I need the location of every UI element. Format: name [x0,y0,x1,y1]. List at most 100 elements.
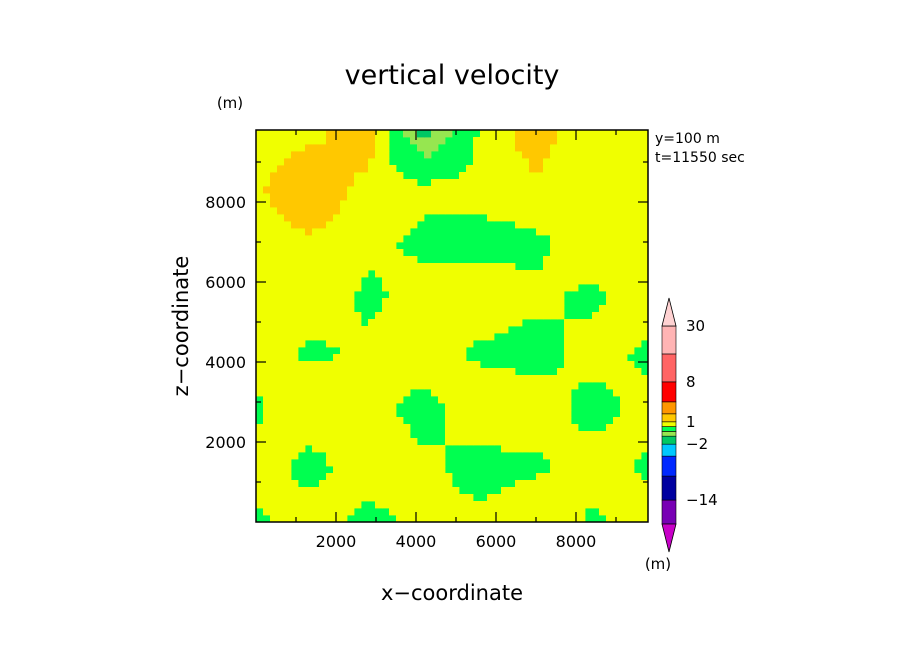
contour-cell [396,228,404,236]
contour-cell [634,403,642,411]
contour-cell [305,263,313,271]
contour-cell [389,396,397,404]
contour-cell [620,277,628,285]
contour-cell [340,347,348,355]
contour-cell [459,326,467,334]
contour-cell [256,256,264,264]
contour-cell [403,452,411,460]
contour-cell [291,235,299,243]
contour-cell [620,312,628,320]
contour-cell [613,417,621,425]
contour-cell [375,375,383,383]
contour-cell [620,193,628,201]
contour-cell [333,410,341,418]
contour-cell [543,291,551,299]
contour-cell [347,347,355,355]
contour-cell [515,221,523,229]
contour-cell [592,256,600,264]
contour-cell [522,158,530,166]
contour-cell [627,130,635,138]
contour-cell [473,193,481,201]
contour-cell [312,494,320,502]
contour-cell [340,340,348,348]
contour-cell [277,403,285,411]
contour-cell [543,515,551,523]
contour-cell [508,277,516,285]
contour-cell [592,368,600,376]
contour-cell [627,382,635,390]
contour-cell [585,480,593,488]
contour-cell [424,312,432,320]
contour-cell [620,130,628,138]
contour-cell [438,361,446,369]
contour-cell [284,396,292,404]
contour-cell [557,515,565,523]
contour-cell [522,410,530,418]
contour-cell [564,431,572,439]
contour-cell [361,228,369,236]
contour-cell [256,179,264,187]
contour-cell [410,305,418,313]
contour-cell [256,270,264,278]
contour-cell [284,361,292,369]
contour-cell [312,130,320,138]
contour-cell [333,452,341,460]
contour-cell [389,403,397,411]
contour-cell [543,305,551,313]
contour-cell [375,200,383,208]
contour-cell [382,214,390,222]
contour-cell [403,179,411,187]
contour-cell [627,137,635,145]
contour-cell [277,389,285,397]
contour-cell [417,298,425,306]
contour-cell [585,368,593,376]
contour-cell [410,312,418,320]
annotation-y: y=100 m [655,131,720,147]
contour-cell [340,354,348,362]
contour-cell [403,214,411,222]
contour-cell [445,193,453,201]
contour-cell [424,508,432,516]
contour-cell [403,466,411,474]
contour-cell [536,508,544,516]
contour-cell [389,480,397,488]
contour-cell [256,186,264,194]
contour-cell [641,256,649,264]
contour-cell [291,256,299,264]
contour-cell [410,200,418,208]
contour-cell [634,396,642,404]
contour-cell [452,501,460,509]
contour-cell [641,144,649,152]
contour-cell [585,375,593,383]
contour-cell [333,333,341,341]
contour-cell [452,319,460,327]
contour-cell [298,438,306,446]
contour-cell [368,235,376,243]
contour-cell [627,263,635,271]
contour-cell [473,165,481,173]
contour-cell [536,179,544,187]
contour-cell [599,277,607,285]
contour-cell [641,277,649,285]
contour-cell [480,424,488,432]
contour-cell [403,375,411,383]
contour-cell [382,312,390,320]
contour-cell [382,158,390,166]
contour-cell [620,179,628,187]
contour-cell [641,326,649,334]
contour-cell [396,473,404,481]
contour-cell [592,165,600,173]
contour-cell [431,326,439,334]
contour-cell [557,403,565,411]
contour-cell [634,165,642,173]
contour-cell [431,263,439,271]
contour-cell [263,172,271,180]
contour-cell [410,347,418,355]
contour-cell [599,228,607,236]
contour-cell [501,515,509,523]
contour-cell [480,319,488,327]
contour-cell [361,137,369,145]
contour-cell [501,263,509,271]
contour-cell [291,130,299,138]
contour-cell [459,347,467,355]
